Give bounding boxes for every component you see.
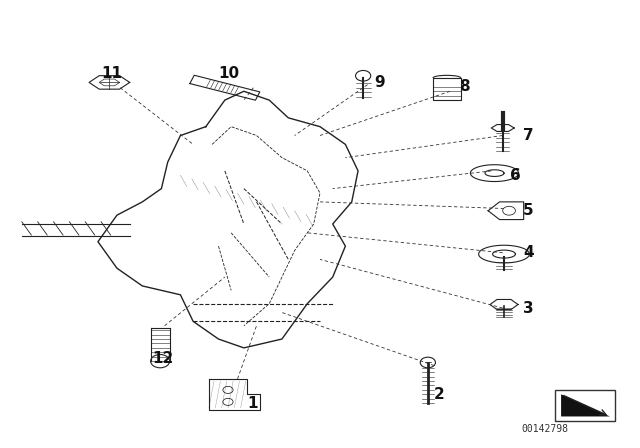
Text: 4: 4: [523, 245, 534, 260]
Text: 3: 3: [523, 301, 534, 315]
Bar: [555, 390, 615, 421]
Text: 6: 6: [510, 168, 521, 183]
Text: 12: 12: [152, 351, 173, 366]
Text: 1: 1: [247, 396, 257, 411]
Polygon shape: [561, 394, 610, 417]
Text: 9: 9: [374, 75, 385, 90]
Text: 5: 5: [523, 203, 534, 218]
Bar: [433, 78, 461, 100]
Text: 10: 10: [218, 66, 239, 81]
Text: 11: 11: [101, 66, 122, 81]
Text: 7: 7: [523, 128, 534, 143]
Text: 00142798: 00142798: [522, 424, 569, 434]
Text: 8: 8: [460, 79, 470, 95]
Text: 2: 2: [434, 387, 445, 402]
